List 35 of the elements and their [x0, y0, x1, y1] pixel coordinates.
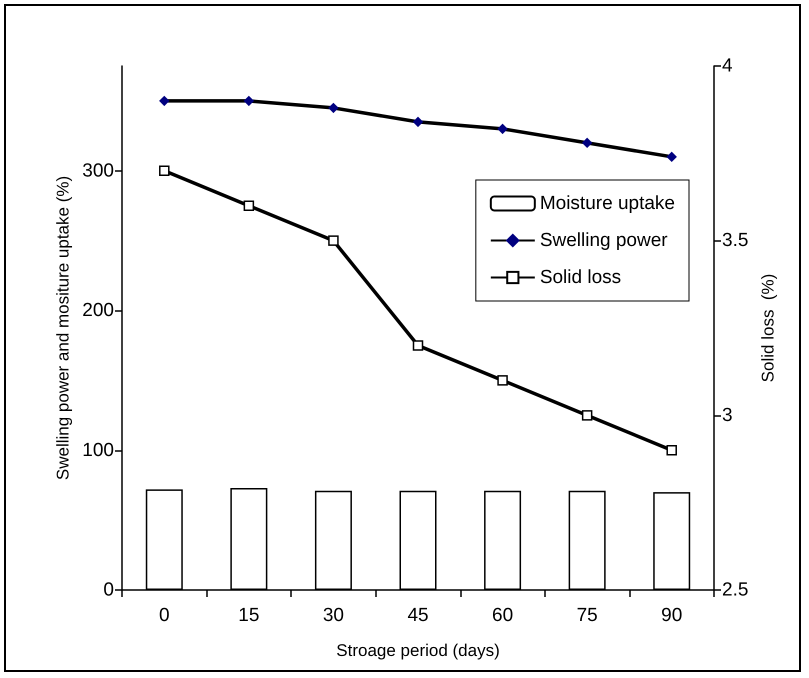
x-axis-title: Stroage period (days) [336, 641, 500, 660]
point [666, 445, 677, 456]
y2-axis-title: Solid loss (%) [758, 274, 778, 382]
point [666, 152, 677, 162]
legend-label: Solid loss [540, 267, 622, 288]
x-tick-label: 60 [492, 605, 514, 626]
x-tick-label: 45 [407, 605, 429, 626]
legend-label: Moisture uptake [540, 193, 676, 214]
point [328, 102, 338, 113]
point [582, 410, 592, 421]
x-tick-label: 90 [661, 605, 682, 626]
y-tick-label: 300 [82, 160, 114, 182]
y-tick-label: 200 [82, 300, 114, 322]
point [244, 200, 254, 211]
point [244, 96, 254, 106]
y2-tick-label: 4 [722, 56, 733, 76]
y2-tick-label: 3.5 [722, 230, 748, 252]
point [498, 124, 508, 134]
point [413, 116, 423, 127]
x-tick-label: 0 [158, 605, 170, 626]
point [159, 96, 170, 106]
point [497, 375, 508, 386]
y2-tick-label: 2.5 [722, 580, 748, 600]
y-axis-title: Swelling power and mositure uptake (%) [53, 176, 72, 480]
x-tick-label: 15 [238, 605, 260, 626]
point [582, 138, 592, 148]
point [328, 235, 339, 246]
point [159, 166, 170, 176]
y-tick-label: 0 [103, 580, 114, 600]
y-tick-label: 100 [82, 440, 114, 461]
y2-tick-label: 3 [722, 404, 733, 426]
x-tick-label: 30 [322, 605, 344, 626]
legend-label: Swelling power [540, 230, 668, 251]
point [412, 340, 424, 351]
x-tick-label: 75 [576, 605, 598, 626]
